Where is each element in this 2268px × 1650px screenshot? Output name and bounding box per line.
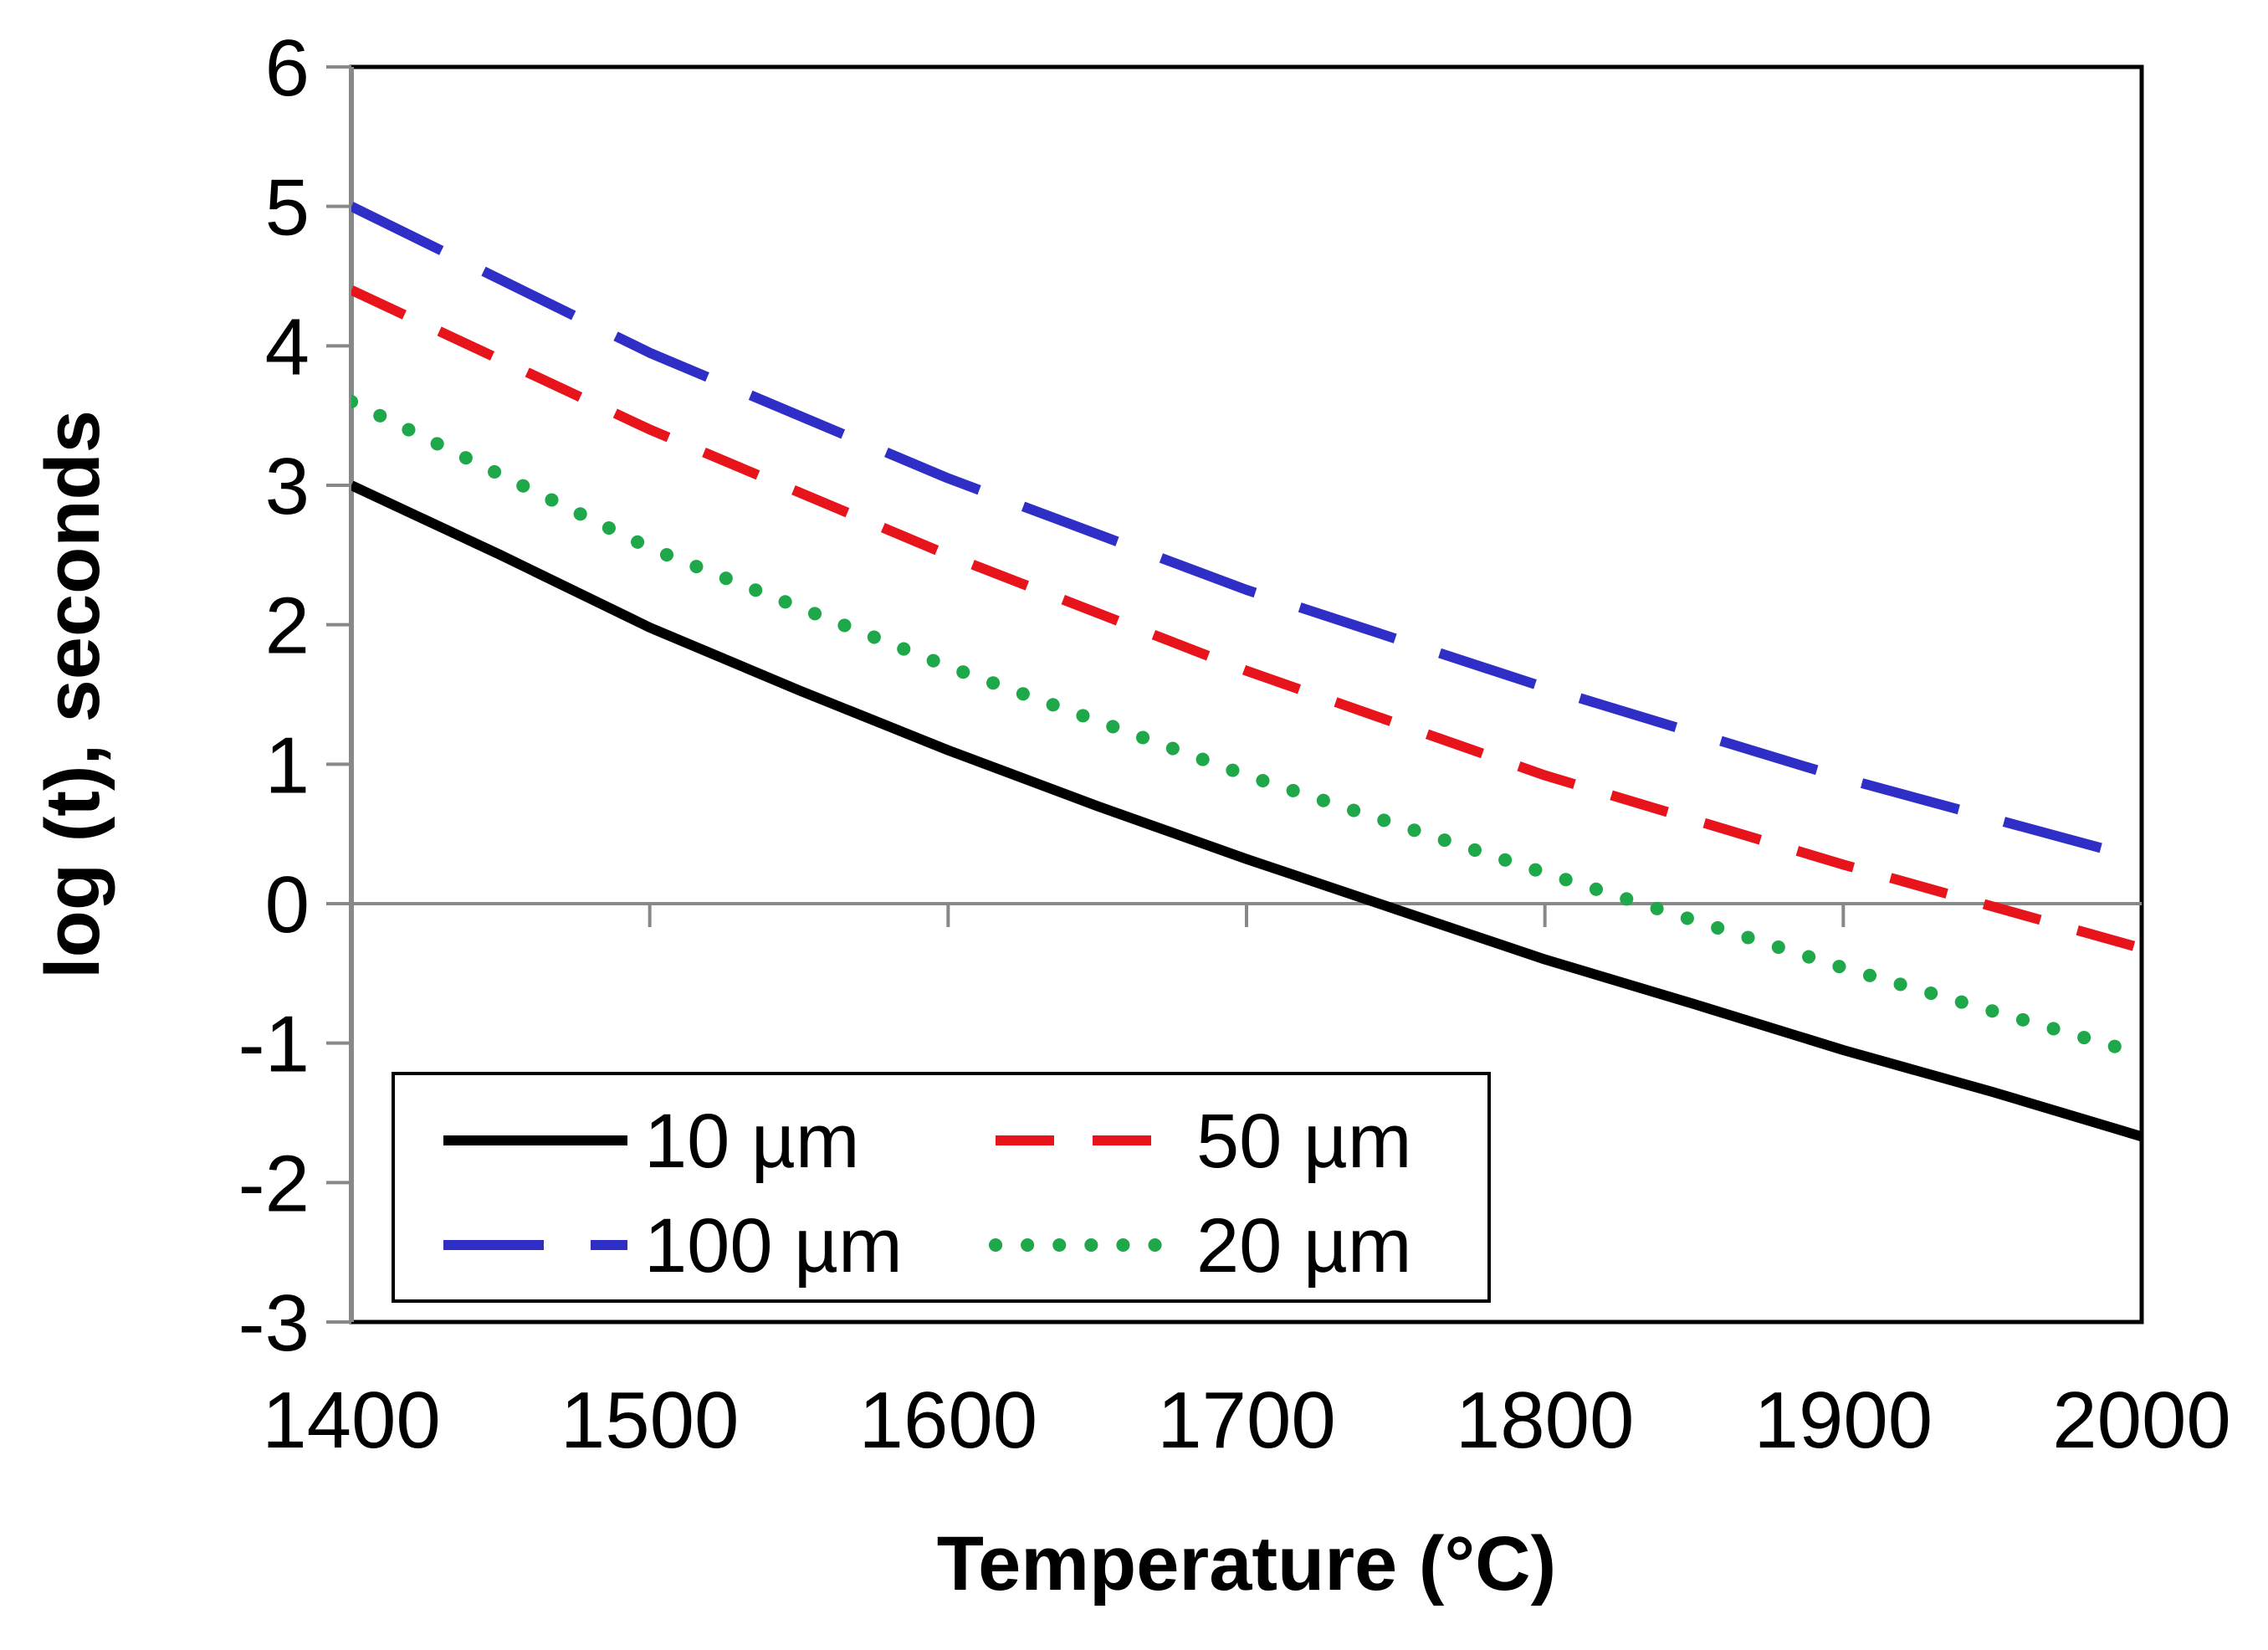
y-tick-label: 5 — [265, 163, 310, 253]
y-tick-label: 6 — [265, 23, 310, 113]
x-tick-label: 1900 — [1754, 1376, 1933, 1465]
y-tick-label: 4 — [265, 302, 310, 392]
y-tick-label: 3 — [265, 442, 310, 531]
series-line-10-m — [351, 480, 2142, 1142]
y-axis-title: log (t), seconds — [30, 410, 115, 979]
x-tick-label: 1700 — [1157, 1376, 1336, 1465]
legend-label-50-m: 50 µm — [1196, 1099, 1412, 1184]
y-tick-label: 2 — [265, 582, 310, 671]
series-line-50-m — [351, 285, 2142, 954]
x-tick-label: 1600 — [859, 1376, 1038, 1465]
x-tick-label: 1800 — [1456, 1376, 1635, 1465]
y-tick-label: -3 — [238, 1278, 310, 1368]
y-tick-label: -1 — [238, 1000, 310, 1089]
legend-label-10-m: 10 µm — [644, 1099, 860, 1184]
series-group — [351, 202, 2142, 1142]
series-line-100-m — [351, 202, 2142, 864]
y-tick-label: -2 — [238, 1139, 310, 1228]
legend-group: 10 µm 50 µm 100 µm 20 µm — [392, 1072, 1491, 1303]
series-line-20-m — [351, 395, 2142, 1061]
x-tick-label: 1400 — [262, 1376, 441, 1465]
x-tick-label: 2000 — [2052, 1376, 2231, 1465]
y-tick-label: 0 — [265, 860, 310, 950]
x-tick-label: 1500 — [561, 1376, 740, 1465]
x-axis-title: Temperature (°C) — [937, 1521, 1557, 1606]
legend-label-100-m: 100 µm — [644, 1203, 903, 1289]
legend-box — [392, 1072, 1491, 1303]
legend-label-20-m: 20 µm — [1196, 1203, 1412, 1289]
y-tick-label: 1 — [265, 720, 310, 810]
